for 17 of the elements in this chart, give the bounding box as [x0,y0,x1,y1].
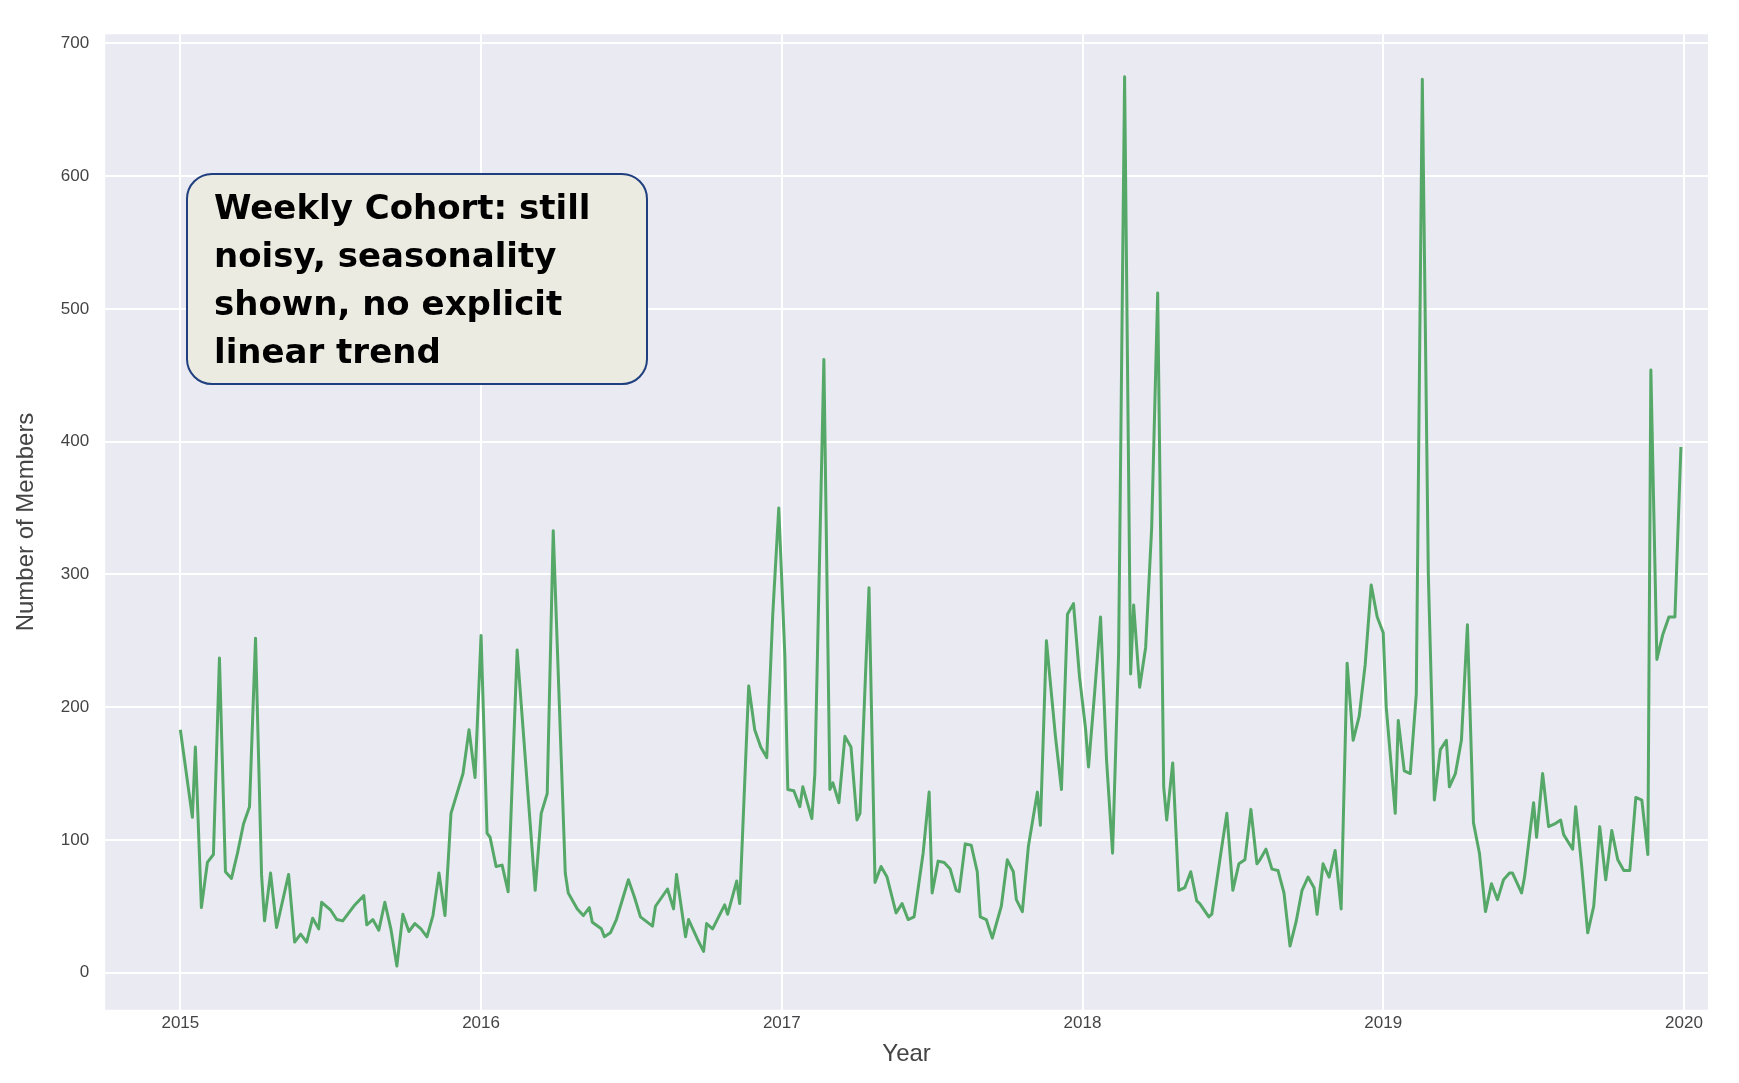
y-tick-label: 700 [60,33,90,53]
y-tick-label: 0 [79,962,90,982]
y-axis-title: Number of Members [11,412,39,632]
y-tick-label: 500 [60,298,90,318]
y-tick-label: 400 [60,431,90,451]
y-tick-label: 600 [60,165,90,185]
x-tick-label: 2019 [1364,1012,1403,1032]
annotation: Weekly Cohort: still noisy, seasonality shown, no explicit linear trend [186,173,648,385]
x-axis-title: Year [882,1039,931,1067]
y-tick-label: 200 [60,696,90,716]
y-tick-label: 100 [60,829,90,849]
x-tick-label: 2015 [161,1012,200,1032]
x-tick-label: 2020 [1665,1012,1703,1032]
x-tick-label: 2018 [1063,1012,1102,1032]
x-tick-label: 2017 [762,1012,801,1032]
x-tick-label: 2016 [462,1012,500,1032]
y-tick-label: 300 [60,564,90,584]
